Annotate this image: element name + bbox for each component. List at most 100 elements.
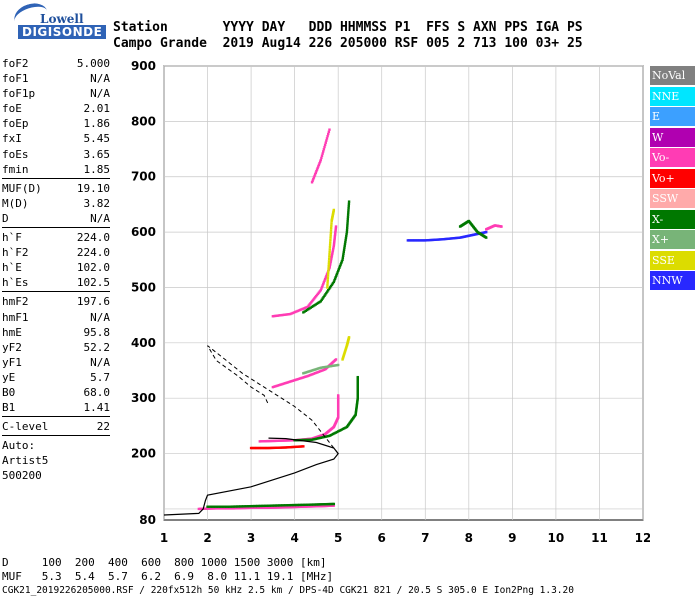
echo-point	[290, 503, 293, 507]
echo-point	[330, 257, 333, 260]
echo-point	[331, 249, 335, 252]
echo-point	[267, 506, 270, 510]
echo-point	[316, 166, 319, 170]
echo-point	[425, 239, 428, 242]
echo-point	[277, 446, 280, 449]
y-tick-label: 800	[131, 114, 156, 128]
echo-point	[307, 370, 310, 373]
echo-point	[284, 504, 287, 507]
echo-point	[434, 238, 437, 241]
echo-point	[262, 506, 265, 510]
echo-point	[273, 506, 276, 509]
echo-point	[334, 228, 337, 231]
echo-point	[346, 226, 349, 229]
echo-point	[253, 504, 256, 508]
echo-point	[329, 262, 332, 265]
echo-point	[313, 503, 317, 506]
echo-point	[223, 507, 227, 510]
echo-point	[322, 150, 325, 153]
param-row: yF1 N/A	[2, 355, 110, 370]
echo-point	[312, 503, 315, 506]
echo-point	[333, 279, 336, 282]
echo-point	[258, 446, 261, 450]
legend-entry: W	[650, 127, 695, 147]
param-name: foEp	[2, 117, 29, 131]
y-tick-label: 400	[131, 336, 156, 350]
echo-point	[446, 237, 449, 241]
echo-point	[326, 281, 329, 284]
echo-point	[332, 432, 335, 436]
footer: D 100 200 400 600 800 1000 1500 3000 [km…	[2, 556, 574, 598]
echo-point	[283, 506, 286, 509]
echo-point	[277, 439, 280, 442]
echo-point	[304, 371, 308, 374]
echo-point	[244, 506, 248, 510]
echo-point	[232, 507, 235, 510]
x-tick-label: 11	[591, 531, 608, 545]
echo-point	[322, 436, 325, 439]
header-row-1: Station YYYY DAY DDD HHMMSS P1 FFS S AXN…	[113, 20, 583, 35]
echo-point	[305, 375, 308, 378]
echo-point	[232, 505, 236, 508]
echo-point	[266, 504, 270, 507]
echo-point	[266, 446, 269, 450]
echo-point	[225, 505, 228, 508]
echo-point	[294, 505, 298, 509]
echo-point	[212, 507, 215, 510]
echo-point	[338, 429, 341, 432]
echo-point	[293, 445, 296, 449]
echo-point	[326, 134, 329, 138]
echo-point	[332, 241, 336, 245]
echo-point	[301, 503, 304, 507]
echo-point	[327, 260, 331, 263]
param-name: foF2	[2, 57, 29, 70]
echo-point	[234, 507, 238, 510]
echo-point	[318, 160, 322, 163]
echo-point	[308, 307, 311, 310]
echo-point	[342, 248, 346, 252]
echo-point	[485, 236, 488, 239]
echo-point	[285, 506, 289, 509]
echo-point	[320, 436, 324, 439]
echo-point	[345, 228, 349, 232]
param-name: fxI	[2, 132, 22, 146]
echo-point	[282, 382, 286, 385]
echo-point	[315, 169, 318, 173]
echo-point	[330, 255, 333, 259]
echo-point	[271, 439, 274, 443]
echo-point	[339, 263, 342, 266]
echo-point	[329, 241, 332, 244]
param-row: B1 1.41	[2, 400, 110, 415]
echo-point	[286, 381, 289, 384]
echo-point	[207, 505, 211, 508]
echo-point	[237, 507, 240, 510]
echo-point	[344, 426, 347, 429]
echo-point	[287, 380, 291, 384]
echo-point	[328, 245, 332, 249]
param-name: foEs	[2, 147, 29, 161]
y-tick-label: 700	[131, 170, 156, 184]
echo-point	[342, 250, 345, 254]
echo-point	[271, 315, 275, 318]
echo-point	[259, 446, 263, 450]
echo-point	[220, 505, 223, 508]
param-row: foEp 1.86	[2, 116, 110, 131]
echo-point	[332, 504, 336, 507]
echo-point	[233, 507, 237, 510]
echo-point	[301, 307, 304, 311]
echo-point	[288, 439, 291, 442]
echo-point	[326, 290, 329, 293]
param-value: 22	[96, 420, 110, 434]
echo-point	[280, 383, 283, 386]
echo-point	[246, 506, 249, 510]
echo-point	[318, 436, 321, 440]
echo-point	[447, 237, 451, 240]
echo-point	[287, 504, 290, 507]
echo-point	[329, 236, 332, 239]
echo-point	[318, 162, 321, 165]
param-name: C-level	[2, 420, 49, 434]
echo-point	[322, 281, 326, 284]
echo-point	[317, 370, 321, 373]
echo-point	[222, 507, 225, 510]
param-separator	[2, 291, 110, 293]
